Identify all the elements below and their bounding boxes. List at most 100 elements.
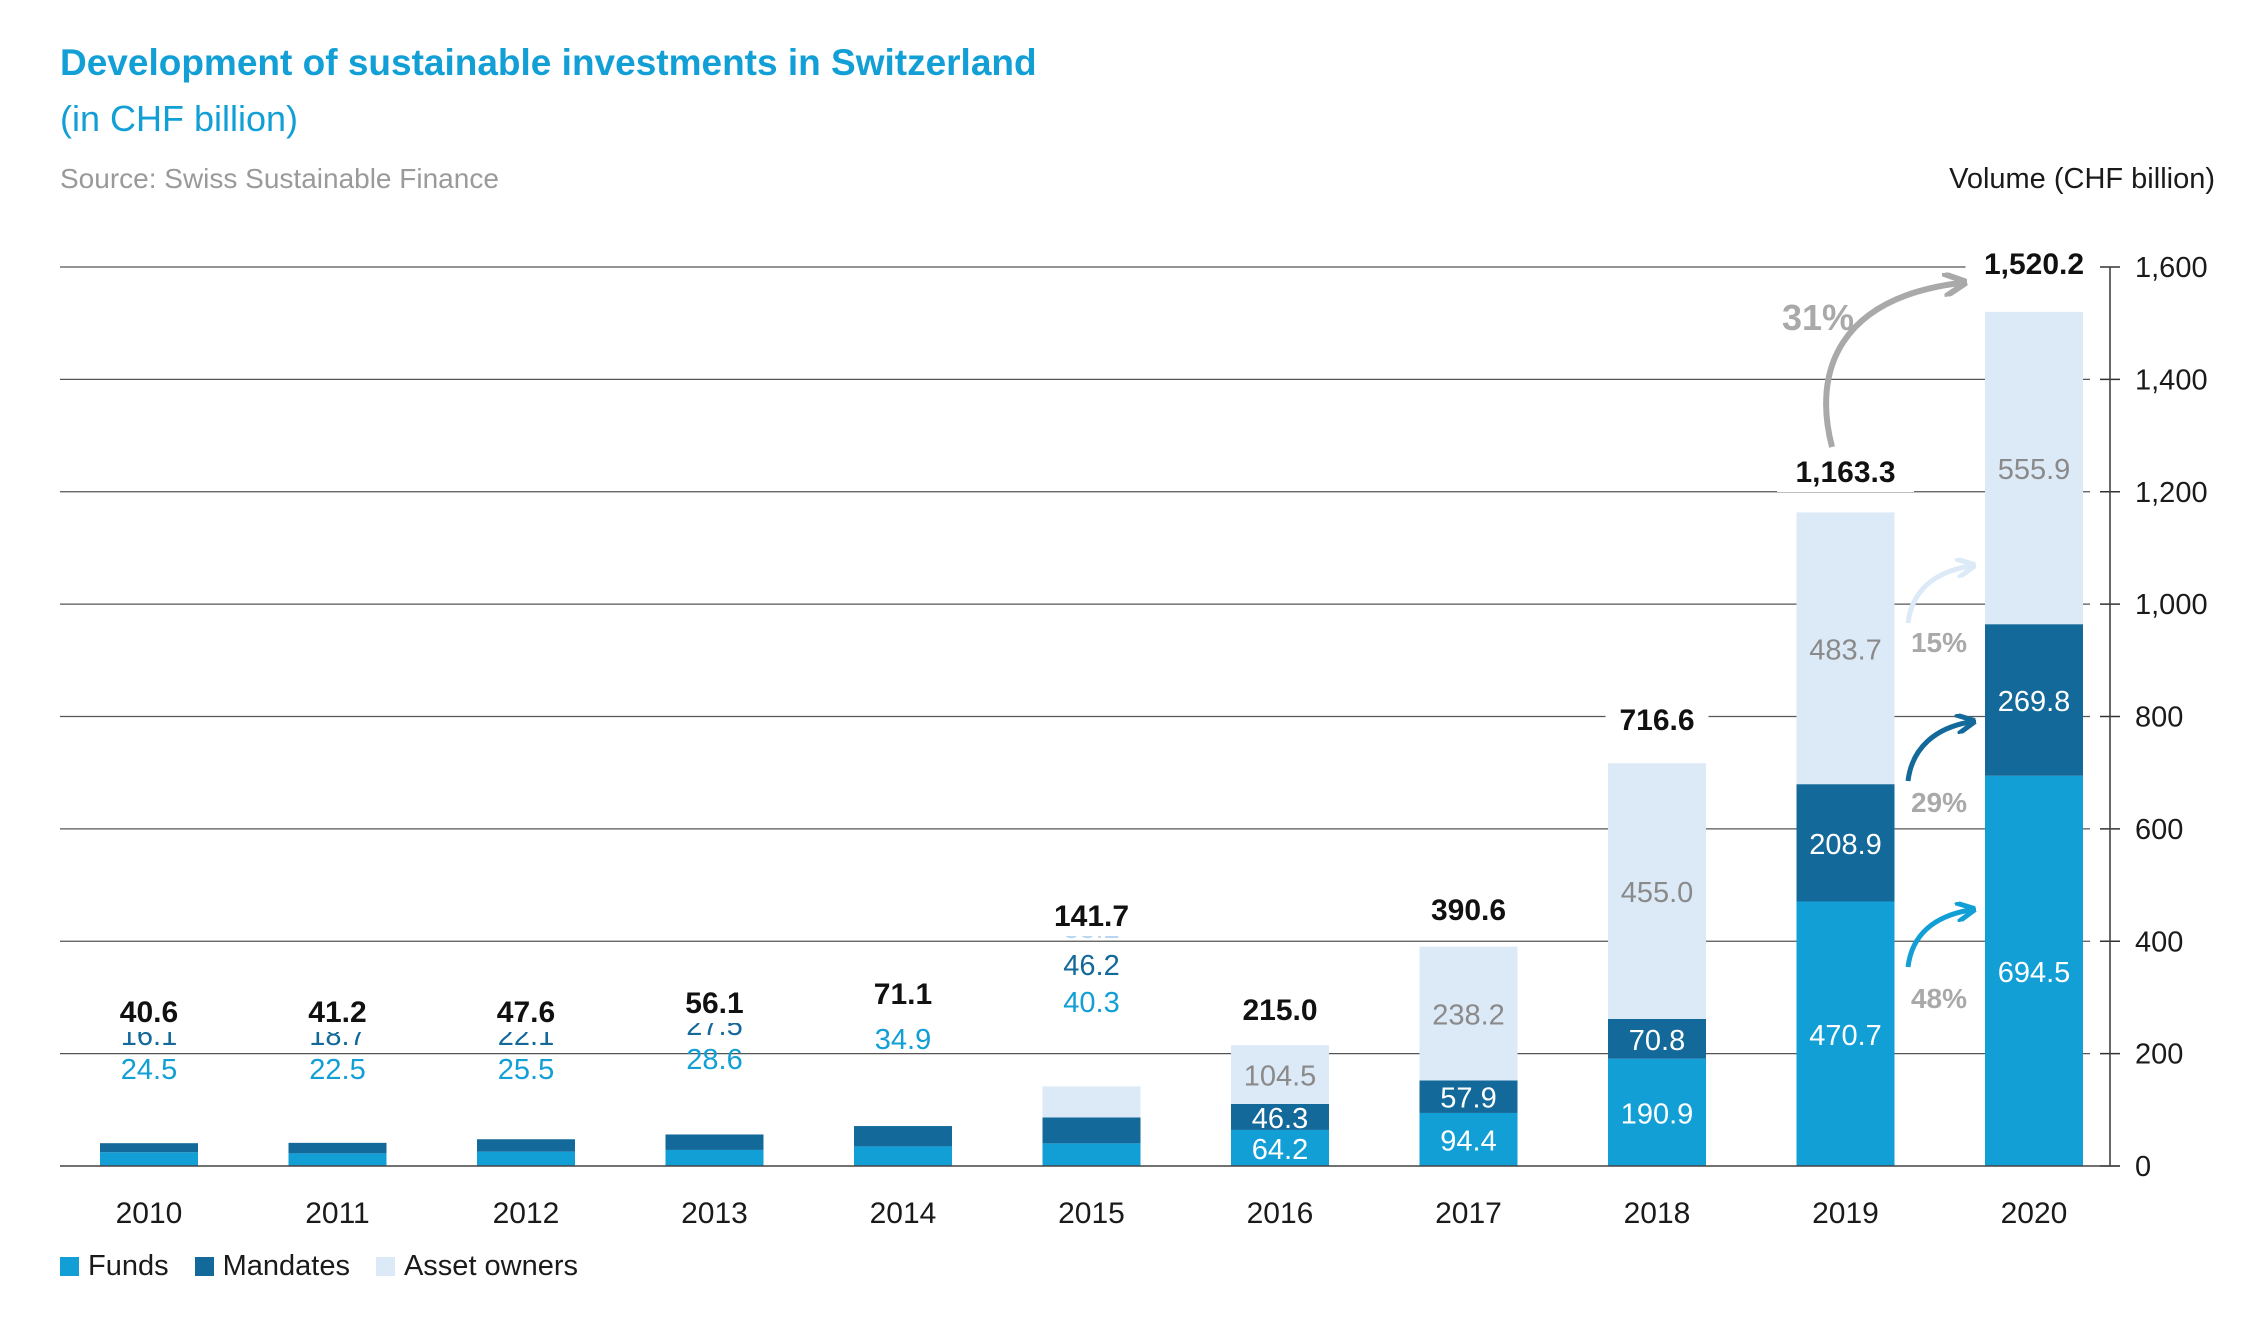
bar-segment-asset-owners <box>1042 1086 1141 1118</box>
x-tick-label: 2019 <box>1812 1197 1879 1230</box>
bar-segment-asset-owners <box>1608 763 1706 1019</box>
value-label-funds: 40.3 <box>1063 987 1119 1019</box>
value-label-mandates: 269.8 <box>1998 686 2071 718</box>
growth-arrow-asset-owners <box>1905 566 1970 624</box>
total-label: 40.6 <box>120 996 178 1029</box>
total-label-halo <box>294 992 381 1032</box>
bar-segment-funds <box>1231 1129 1329 1166</box>
value-label-funds: 470.7 <box>1809 1020 1882 1052</box>
value-label-funds: 34.9 <box>875 1024 931 1056</box>
bar-segment-funds <box>1042 1143 1141 1166</box>
total-label: 1,520.2 <box>1984 248 2084 281</box>
value-label-asset-owners: 238.2 <box>1432 1000 1505 1032</box>
total-label: 56.1 <box>685 987 743 1020</box>
value-label-funds: 64.2 <box>1252 1134 1308 1166</box>
total-label: 215.0 <box>1242 994 1317 1027</box>
legend: Funds Mandates Asset owners <box>60 1250 604 1283</box>
growth-arrow-total <box>1823 283 1960 448</box>
total-label-halo <box>1605 700 1709 740</box>
total-label: 71.1 <box>874 978 932 1011</box>
value-label-mandates: 46.2 <box>1063 950 1119 982</box>
x-tick-label: 2015 <box>1058 1197 1125 1230</box>
bar-segment-mandates <box>100 1143 198 1153</box>
y-tick-label: 1,000 <box>2135 589 2208 621</box>
total-label-halo <box>1777 452 1914 492</box>
bar-segment-asset-owners <box>1796 512 1895 785</box>
legend-swatch-mandates <box>194 1257 214 1276</box>
chart-subtitle: (in CHF billion) <box>60 98 299 139</box>
y-tick-label: 1,600 <box>2135 252 2208 284</box>
total-label: 41.2 <box>308 996 366 1029</box>
x-tick-label: 2018 <box>1624 1197 1691 1230</box>
value-label-mandates: 70.8 <box>1629 1025 1685 1057</box>
y-tick-label: 1,400 <box>2135 364 2208 396</box>
legend-swatch-funds <box>60 1257 79 1276</box>
bar-segment-funds <box>1608 1058 1706 1166</box>
legend-item-asset-owners: Asset owners <box>375 1250 578 1283</box>
total-label: 390.6 <box>1431 894 1506 927</box>
value-label-funds: 28.6 <box>686 1044 742 1076</box>
value-label-funds: 94.4 <box>1440 1125 1496 1157</box>
legend-item-funds: Funds <box>60 1250 169 1283</box>
total-label-halo <box>860 974 946 1014</box>
bar-segment-mandates <box>665 1134 764 1150</box>
gridlines <box>60 266 2090 1055</box>
value-label-mandates: 57.9 <box>1440 1083 1496 1115</box>
bar-segment-mandates <box>1231 1103 1329 1130</box>
growth-annotations: 31% 15% 29% 48% <box>1782 283 1970 1014</box>
value-label-asset-owners: 104.5 <box>1244 1061 1317 1093</box>
x-tick-label: 2013 <box>681 1197 748 1230</box>
total-label: 47.6 <box>497 996 555 1029</box>
growth-label-asset-owners: 15% <box>1911 627 1967 658</box>
x-tick-label: 2014 <box>870 1197 937 1230</box>
bar-segment-mandates <box>288 1142 387 1154</box>
y-tick-label: 0 <box>2135 1151 2151 1183</box>
bar-segment-funds <box>1419 1112 1518 1166</box>
y-tick-label: 200 <box>2135 1039 2183 1071</box>
legend-swatch-asset-owners <box>375 1257 395 1276</box>
y-tick-label: 1,200 <box>2135 477 2208 509</box>
x-tick-label: 2017 <box>1435 1197 1502 1230</box>
legend-label-mandates: Mandates <box>222 1250 350 1282</box>
total-label: 1,163.3 <box>1795 456 1895 489</box>
x-tick-label: 2012 <box>493 1197 560 1230</box>
total-label-halo <box>106 992 192 1032</box>
value-label-funds: 190.9 <box>1621 1098 1694 1130</box>
axes: 0 200 400 600 800 1,000 1,200 1,400 1,600 2010 201… <box>60 252 2208 1230</box>
value-label-mandates: 46.3 <box>1252 1103 1308 1135</box>
bar-segment-mandates <box>477 1139 575 1152</box>
x-tick-label: 2020 <box>2001 1197 2068 1230</box>
bar-segment-funds <box>100 1152 198 1166</box>
value-label-asset-owners: 483.7 <box>1809 634 1882 666</box>
legend-label-funds: Funds <box>88 1250 169 1282</box>
bar-segment-funds <box>1985 775 2083 1166</box>
x-tick-label: 2010 <box>116 1197 183 1230</box>
bar-segment-asset-owners <box>1985 311 2083 625</box>
x-tick-label: 2011 <box>305 1197 370 1230</box>
bars <box>100 311 2083 1166</box>
data-labels: 24.516.122.518.725.522.128.627.534.936.2… <box>106 244 2103 1166</box>
bar-segment-mandates <box>1796 784 1895 902</box>
total-label-halo <box>1228 990 1332 1030</box>
value-label-funds: 694.5 <box>1998 957 2071 989</box>
growth-label-total: 31% <box>1782 297 1854 338</box>
y-tick-label: 600 <box>2135 814 2183 846</box>
bar-segment-mandates <box>1608 1018 1706 1059</box>
x-tick-label: 2016 <box>1247 1197 1314 1230</box>
y-tick-label: 400 <box>2135 926 2183 958</box>
value-label-asset-owners: 555.9 <box>1998 454 2071 486</box>
bar-segment-mandates <box>1985 624 2083 776</box>
total-label-halo <box>1417 890 1520 930</box>
y-axis-unit-label: Volume (CHF billion) <box>1949 163 2215 195</box>
value-label-asset-owners: 455.0 <box>1621 877 1694 909</box>
total-label: 141.7 <box>1054 900 1129 933</box>
bar-segment-funds <box>854 1146 952 1166</box>
total-label-halo <box>671 983 758 1023</box>
value-label-funds: 22.5 <box>309 1054 365 1086</box>
bar-segment-funds <box>288 1153 387 1166</box>
growth-label-mandates: 29% <box>1911 787 1967 818</box>
growth-label-funds: 48% <box>1911 983 1967 1014</box>
bar-segment-mandates <box>1419 1080 1518 1113</box>
total-label-halo <box>483 992 569 1032</box>
value-label-mandates: 208.9 <box>1809 829 1882 861</box>
